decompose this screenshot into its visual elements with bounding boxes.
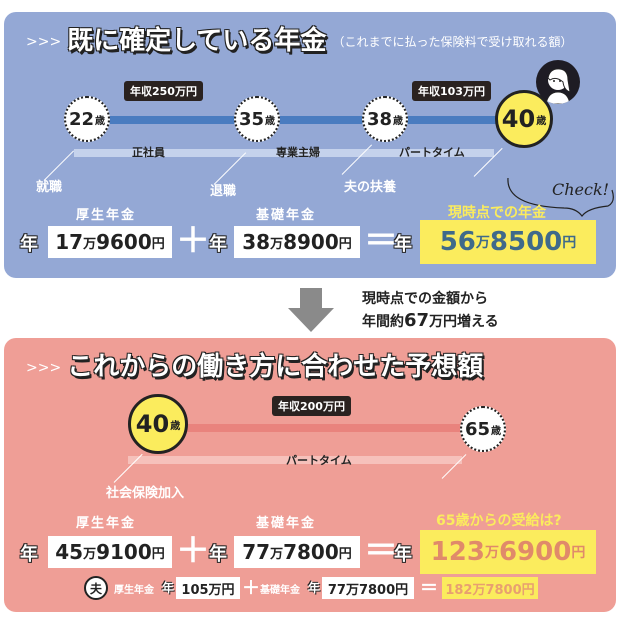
year-mark: 年 [308, 581, 321, 595]
age-node-40-current: 40 歳 [495, 90, 553, 148]
section2-title: >>> これからの働き方に合わせた予想額 [26, 352, 484, 382]
confirmed-pension-panel: >>> 既に確定している年金 （これまでに払った保険料で受け取れる額） 年収250万… [4, 12, 616, 278]
kiso-label: 基礎年金 [256, 208, 317, 223]
equals-sign: ＝ [364, 221, 398, 261]
age-node-22: 22 歳 [64, 96, 110, 142]
income-label-103: 年収103万円 [412, 81, 491, 101]
year-mark: 年 [20, 234, 38, 255]
age-node-35: 35 歳 [234, 96, 280, 142]
kiso-amount: 77 万 7800 円 [234, 536, 360, 568]
event-taishoku: 退職 [210, 184, 237, 199]
check-swoosh-icon [507, 177, 614, 217]
year-mark: 年 [209, 544, 227, 565]
age-node-65: 65 歳 [460, 406, 506, 452]
income-bar [94, 116, 514, 124]
kosei-amount: 17 万 9600 円 [48, 226, 172, 258]
plus-sign: ＋ [176, 221, 210, 261]
income-label-200: 年収200万円 [272, 396, 351, 416]
husband-kosei-label: 厚生年金 [114, 585, 154, 596]
kosei-label: 厚生年金 [76, 208, 137, 223]
husband-kiso-amount: 77万7800円 [322, 577, 414, 599]
section1-title: >>> 既に確定している年金 （これまでに払った保険料で受け取れる額） [26, 26, 573, 56]
event-fuyou: 夫の扶養 [344, 180, 397, 195]
income-bar [174, 424, 474, 432]
plus-sign: ＋ [242, 578, 260, 599]
check-note: Check! [552, 180, 610, 199]
from-65-label: 65歳からの受給は? [436, 513, 562, 529]
chevrons-icon: >>> [26, 33, 62, 50]
segment-parttime: パートタイム [399, 146, 465, 159]
year-mark: 年 [209, 234, 227, 255]
age-node-38: 38 歳 [362, 96, 408, 142]
kiso-amount: 38 万 8900 円 [234, 226, 360, 258]
kosei-label: 厚生年金 [76, 516, 137, 531]
projected-total-amount: 123 万 6900 円 [420, 530, 596, 574]
event-shakai-hoken: 社会保険加入 [106, 486, 185, 501]
segment-parttime: パートタイム [286, 454, 352, 467]
income-label-250: 年収250万円 [124, 81, 203, 101]
husband-kosei-amount: 105万円 [176, 577, 240, 599]
current-pension-label: 現時点での年金 [448, 205, 546, 221]
woman-avatar-icon [536, 60, 580, 104]
segment-sengyoshufu: 専業主婦 [276, 146, 320, 159]
equals-sign: ＝ [420, 578, 438, 599]
husband-kiso-label: 基礎年金 [260, 585, 300, 596]
age-node-40: 40 歳 [128, 394, 188, 454]
kiso-label: 基礎年金 [256, 516, 317, 531]
husband-badge: 夫 [84, 576, 108, 600]
employment-bar [74, 149, 494, 157]
chevrons-icon: >>> [26, 359, 62, 376]
year-mark: 年 [394, 234, 412, 255]
plus-sign: ＋ [176, 531, 210, 571]
event-shushoku: 就職 [36, 180, 63, 195]
year-mark: 年 [162, 581, 175, 595]
equals-sign: ＝ [364, 531, 398, 571]
segment-seishain: 正社員 [132, 146, 165, 159]
employment-bar [128, 456, 462, 464]
down-arrow-icon [288, 288, 334, 332]
increase-note: 現時点での金額から 年間約67万円増える [362, 291, 499, 331]
current-total-amount: 56 万 8500 円 [420, 220, 596, 264]
year-mark: 年 [20, 544, 38, 565]
husband-total-amount: 182万7800円 [442, 577, 538, 599]
projected-pension-panel: >>> これからの働き方に合わせた予想額 年収200万円 パートタイム 40 歳 6… [4, 338, 616, 612]
year-mark: 年 [394, 544, 412, 565]
section1-subtitle: （これまでに払った保険料で受け取れる額） [332, 35, 573, 49]
kosei-amount: 45 万 9100 円 [48, 536, 172, 568]
